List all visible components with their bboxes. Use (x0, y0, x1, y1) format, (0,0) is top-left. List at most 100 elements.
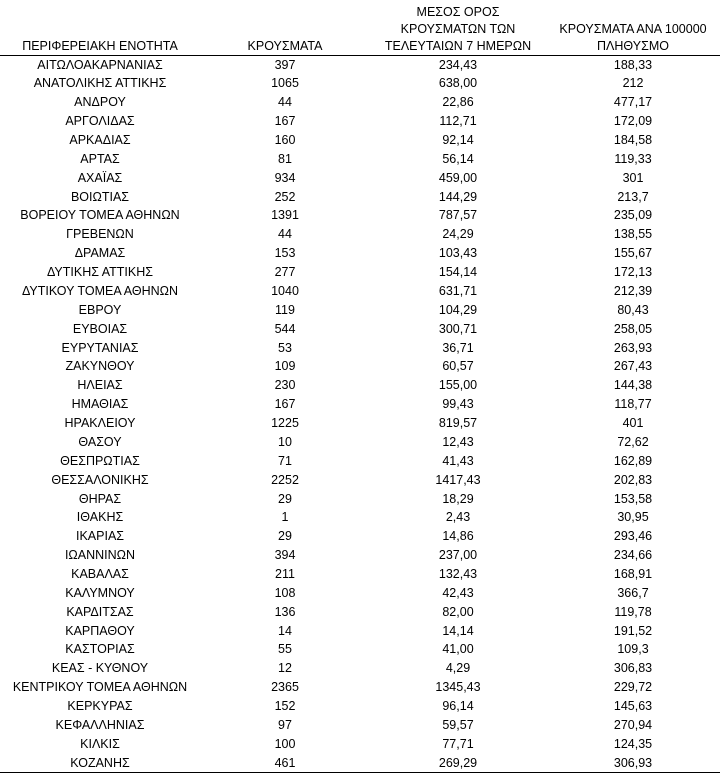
cell-value: 1391 (271, 208, 299, 223)
cell-value: 258,05 (613, 321, 653, 336)
cell-value: 59,57 (442, 717, 474, 732)
cell-value: 119,78 (614, 604, 652, 619)
region-name: ΗΡΑΚΛΕΙΟΥ (64, 416, 136, 431)
cell-value: 77,71 (442, 736, 474, 751)
region-name: ΒΟΙΩΤΙΑΣ (70, 189, 130, 204)
cell-value: 104,29 (438, 302, 478, 317)
cell-value: 14 (278, 623, 292, 638)
cell-value: 212,39 (613, 283, 653, 298)
cell-value: 12,43 (442, 434, 474, 449)
cell-value: 237,00 (438, 548, 478, 563)
cell-value: 80,43 (617, 302, 649, 317)
cell-value: 162,89 (613, 453, 653, 468)
cell-value: 293,46 (613, 529, 653, 544)
header-cell: ΠΕΡΙΦΕΡΕΙΑΚΗ ΕΝΟΤΗΤΑ (0, 38, 200, 55)
cell-value: 152 (274, 699, 296, 714)
cell-value: 108 (274, 585, 296, 600)
cell-value: 167 (274, 114, 296, 129)
cell-value: 366,7 (617, 585, 649, 600)
cell-value: 119,33 (614, 151, 652, 166)
cell-value: 397 (274, 57, 296, 72)
cell-value: 252 (274, 189, 296, 204)
region-name: ΓΡΕΒΕΝΩΝ (66, 227, 134, 242)
cell-value: 184,58 (613, 132, 653, 147)
header-line: ΤΕΛΕΥΤΑΙΩΝ 7 ΗΜΕΡΩΝ (384, 39, 532, 53)
cell-value: 36,71 (442, 340, 474, 355)
cell-value: 24,29 (442, 227, 474, 242)
cell-value: 2252 (271, 472, 299, 487)
cell-value: 41,00 (442, 642, 474, 657)
cell-value: 234,66 (613, 548, 653, 563)
header-line: ΚΡΟΥΣΜΑΤΑ ΑΝΑ 100000 (559, 22, 707, 36)
region-name: ΚΕΦΑΛΛΗΝΙΑΣ (55, 717, 145, 732)
cell-value: 132,43 (438, 566, 478, 581)
cell-value: 53 (278, 340, 292, 355)
region-name: ΑΡΚΑΔΙΑΣ (69, 132, 131, 147)
cell-value: 145,63 (613, 699, 653, 714)
table-header: ΠΕΡΙΦΕΡΕΙΑΚΗ ΕΝΟΤΗΤΑ ΚΡΟΥΣΜΑΤΑ ΜΕΣΟΣ ΟΡΟΣ Κ… (0, 0, 720, 56)
cell-value: 229,72 (613, 680, 653, 695)
cell-value: 2365 (271, 680, 299, 695)
cell-value: 306,93 (613, 755, 653, 770)
cell-value: 1225 (271, 416, 299, 431)
cell-value: 1345,43 (435, 680, 481, 695)
region-name: ΙΚΑΡΙΑΣ (75, 529, 125, 544)
region-name: ΘΑΣΟΥ (78, 434, 122, 449)
cell-value: 96,14 (442, 699, 474, 714)
cell-value: 153 (274, 246, 296, 261)
cell-value: 119 (275, 302, 295, 317)
region-name: ΘΕΣΣΑΛΟΝΙΚΗΣ (51, 472, 149, 487)
cell-value: 22,86 (442, 95, 474, 110)
cell-value: 82,00 (442, 604, 474, 619)
cell-value: 172,13 (613, 265, 653, 280)
cell-value: 136 (274, 604, 296, 619)
cell-value: 29 (278, 491, 292, 506)
cell-value: 109 (274, 359, 296, 374)
header-line: ΚΡΟΥΣΜΑΤΑ (247, 39, 323, 53)
cell-value: 269,29 (438, 755, 478, 770)
cell-value: 230 (274, 378, 296, 393)
region-name: ΖΑΚΥΝΘΟΥ (65, 359, 135, 374)
region-name: ΗΜΑΘΙΑΣ (71, 397, 129, 412)
region-name: ΔΡΑΜΑΣ (74, 246, 126, 261)
cell-value: 477,17 (613, 95, 653, 110)
cell-value: 234,43 (438, 57, 478, 72)
region-name: ΙΘΑΚΗΣ (76, 510, 124, 525)
cell-value: 461 (274, 755, 296, 770)
cell-value: 18,29 (442, 491, 474, 506)
cell-value: 401 (622, 416, 644, 431)
cell-value: 103,43 (438, 246, 478, 261)
cell-value: 213,7 (617, 189, 649, 204)
cell-value: 155,00 (438, 378, 478, 393)
region-name: ΕΥΒΟΙΑΣ (72, 321, 128, 336)
cell-value: 155,67 (613, 246, 653, 261)
cell-value: 191,52 (613, 623, 653, 638)
cell-value: 144,38 (613, 378, 653, 393)
cell-value: 97 (278, 717, 292, 732)
cell-value: 118,77 (614, 397, 652, 412)
cell-value: 153,58 (613, 491, 653, 506)
header-line: ΠΛΗΘΥΣΜΟ (597, 39, 669, 53)
cell-value: 934 (274, 170, 296, 185)
cell-value: 44 (278, 227, 292, 242)
cell-value: 300,71 (438, 321, 478, 336)
region-name: ΚΕΑΣ - ΚΥΘΝΟΥ (51, 661, 149, 676)
cell-value: 188,33 (613, 57, 653, 72)
cell-value: 277 (274, 265, 296, 280)
cell-value: 235,09 (613, 208, 653, 223)
cell-value: 1040 (271, 283, 299, 298)
region-name: ΚΙΛΚΙΣ (80, 736, 120, 751)
cell-value: 56,14 (442, 151, 474, 166)
region-name: ΚΕΡΚΥΡΑΣ (67, 699, 133, 714)
header-cell: ΚΡΟΥΣΜΑΤΑ ΑΝΑ 100000 ΠΛΗΘΥΣΜΟ (546, 21, 720, 55)
cell-value: 270,94 (613, 717, 653, 732)
region-name: ΔΥΤΙΚΗΣ ΑΤΤΙΚΗΣ (47, 265, 153, 280)
cell-value: 14,86 (442, 529, 474, 544)
cell-value: 71 (278, 453, 292, 468)
region-name: ΚΑΒΑΛΑΣ (71, 566, 129, 581)
region-name: ΚΑΡΠΑΘΟΥ (65, 623, 135, 638)
cell-value: 1417,43 (435, 472, 481, 487)
cell-value: 55 (278, 642, 292, 657)
cell-value: 787,57 (438, 208, 478, 223)
cell-value: 109,3 (617, 642, 649, 657)
